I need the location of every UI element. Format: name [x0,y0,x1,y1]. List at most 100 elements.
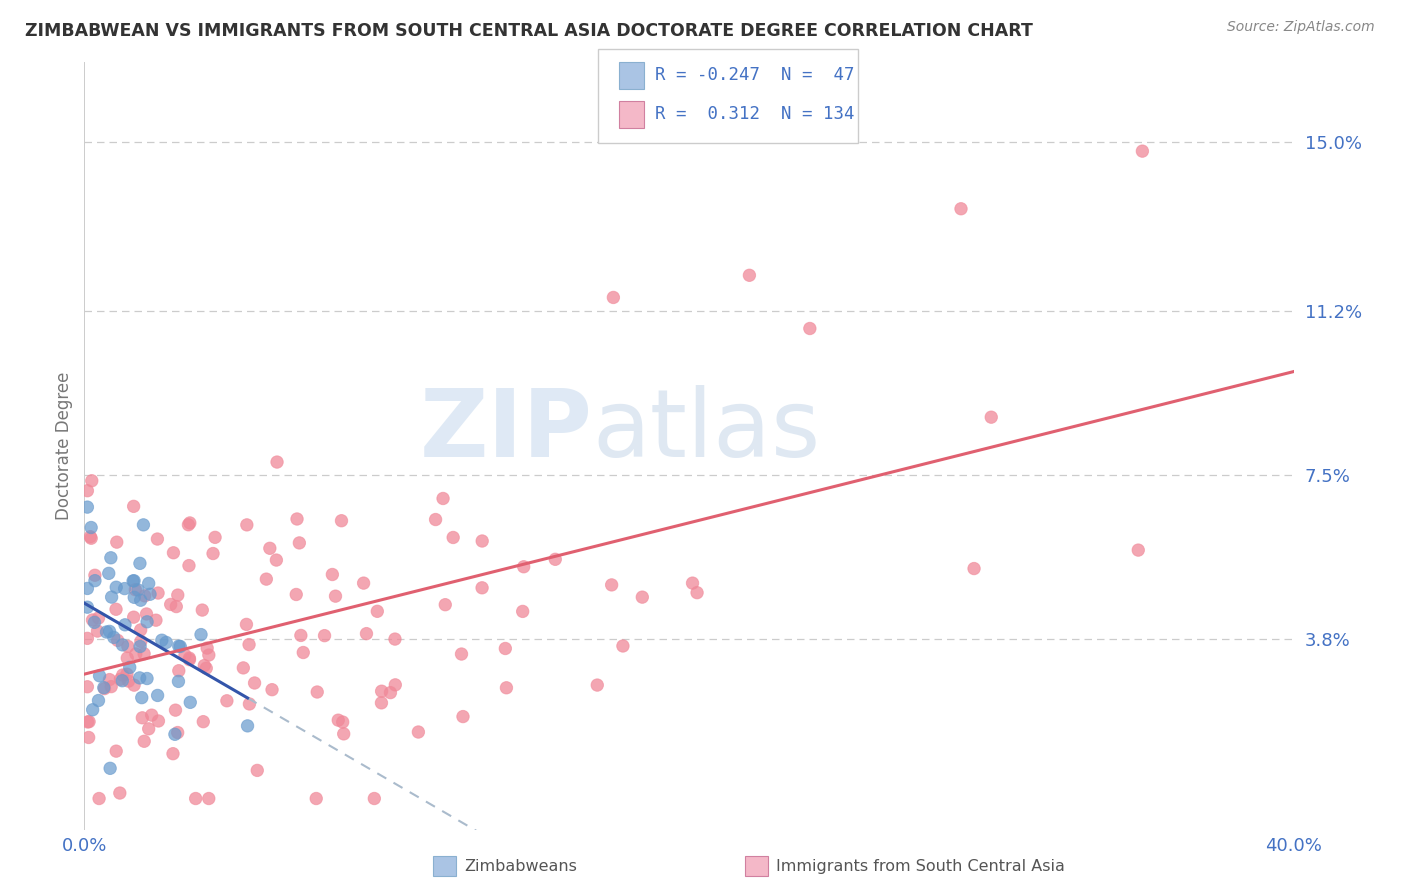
Point [177,517,200,532]
Point [159,598,181,612]
Point [602,290,624,304]
Point [495,681,517,695]
Point [193,714,215,729]
Point [285,512,308,526]
Point [285,587,308,601]
Point [434,598,457,612]
Point [179,516,201,530]
Point [167,674,190,689]
Point [238,697,260,711]
Point [100,550,122,565]
Point [115,667,138,681]
Point [682,576,704,591]
Point [155,635,177,649]
Point [600,578,623,592]
Point [950,202,973,216]
Point [114,617,136,632]
Point [146,586,169,600]
Point [97,566,120,581]
Point [84,574,107,588]
Point [799,321,821,335]
Point [366,604,388,618]
Point [162,747,184,761]
Point [80,474,103,488]
Point [148,714,170,728]
Point [141,708,163,723]
Point [122,610,145,624]
Point [471,581,494,595]
Point [114,617,136,632]
Point [184,791,207,805]
Point [353,576,375,591]
Point [290,628,312,642]
Point [163,727,186,741]
Point [495,681,517,695]
Point [77,714,100,729]
Point [179,695,201,709]
Point [136,615,159,629]
Point [111,638,134,652]
Point [356,626,378,640]
Point [738,268,761,283]
Point [179,651,201,665]
Point [285,512,308,526]
Point [159,598,181,612]
Point [163,727,186,741]
Point [451,709,474,723]
Point [98,624,121,639]
Point [408,725,430,739]
Point [124,582,146,597]
Point [76,714,98,729]
Text: Zimbabweans: Zimbabweans [464,859,576,873]
Point [512,604,534,618]
Point [238,697,260,711]
Point [82,613,104,627]
Point [321,567,343,582]
Point [236,719,259,733]
Point [83,615,105,630]
Point [292,646,315,660]
Point [177,517,200,532]
Point [134,734,156,748]
Point [243,676,266,690]
Point [190,627,212,641]
Point [80,531,103,545]
Point [145,613,167,627]
Point [332,727,354,741]
Point [441,531,464,545]
Point [193,658,215,673]
Point [87,611,110,625]
Point [117,651,139,665]
Point [165,599,187,614]
Point [162,546,184,560]
Point [738,268,761,283]
Point [254,572,277,586]
Point [169,640,191,654]
Point [129,593,152,607]
Point [434,598,457,612]
Point [131,690,153,705]
Point [122,574,145,588]
Point [179,653,201,667]
Point [198,648,221,662]
Point [96,625,118,640]
Point [165,703,187,717]
Text: ZIMBABWEAN VS IMMIGRANTS FROM SOUTH CENTRAL ASIA DOCTORATE DEGREE CORRELATION CH: ZIMBABWEAN VS IMMIGRANTS FROM SOUTH CENT… [25,22,1033,40]
Point [305,791,328,805]
Point [254,572,277,586]
Point [259,541,281,556]
Point [384,678,406,692]
Point [86,624,108,638]
Point [146,689,169,703]
Point [150,633,173,648]
Point [128,671,150,685]
Point [150,633,173,648]
Point [117,674,139,689]
Point [195,641,218,656]
Point [127,582,149,597]
Point [215,694,238,708]
Point [266,553,288,567]
Point [307,685,329,699]
Point [93,681,115,695]
Point [380,685,402,699]
